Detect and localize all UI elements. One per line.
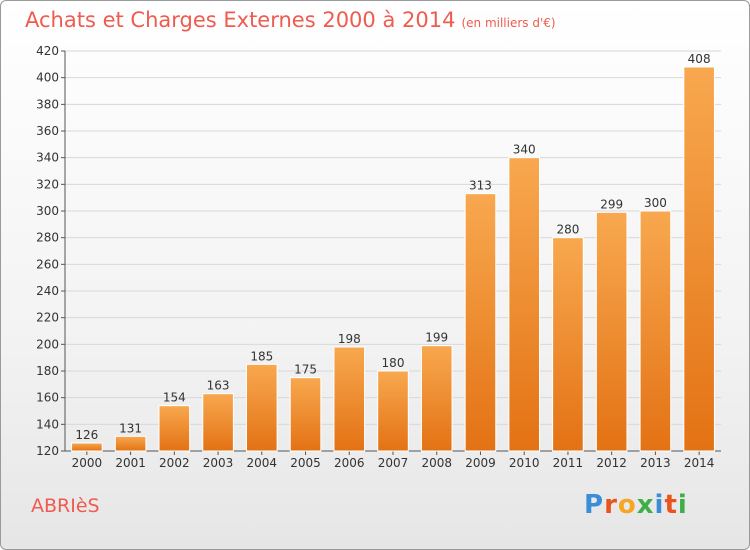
data-label: 199 xyxy=(425,331,448,345)
y-tick-label: 160 xyxy=(36,391,59,405)
x-tick-label: 2012 xyxy=(596,456,627,470)
proxiti-logo: Proxiti xyxy=(584,490,688,520)
x-tick-label: 2011 xyxy=(553,456,584,470)
x-tick-label: 2001 xyxy=(115,456,146,470)
logo-letter: o xyxy=(617,490,637,520)
logo-letter: i xyxy=(677,490,688,520)
y-tick-label: 220 xyxy=(36,311,59,325)
axes: 120 140 160 180 200 220 240 260 280 300 320 340 360 3… xyxy=(36,44,721,470)
x-tick-label: 2004 xyxy=(247,456,278,470)
y-tick-label: 400 xyxy=(36,71,59,85)
y-tick-label: 120 xyxy=(36,444,59,458)
bar xyxy=(114,435,147,452)
data-label: 131 xyxy=(119,421,142,435)
bar xyxy=(245,363,278,452)
logo-letter: P xyxy=(584,490,605,520)
bar xyxy=(202,393,234,452)
data-label: 185 xyxy=(250,349,273,363)
bar xyxy=(333,346,366,452)
y-tick-label: 260 xyxy=(36,257,59,271)
bar xyxy=(71,442,103,452)
x-tick-label: 2002 xyxy=(159,456,190,470)
logo-letter: t xyxy=(664,490,678,520)
data-label: 126 xyxy=(75,428,98,442)
data-label: 408 xyxy=(688,52,711,66)
data-label: 280 xyxy=(556,223,579,237)
data-label: 313 xyxy=(469,179,492,193)
y-tick-label: 340 xyxy=(36,151,59,165)
y-tick-label: 180 xyxy=(36,364,59,378)
bars xyxy=(71,66,715,452)
x-tick-label: 2006 xyxy=(334,456,365,470)
logo-letter: i xyxy=(654,490,665,520)
y-tick-label: 140 xyxy=(36,417,59,431)
data-label: 154 xyxy=(163,391,186,405)
y-tick-label: 380 xyxy=(36,97,59,111)
x-tick-label: 2010 xyxy=(509,456,540,470)
x-tick-label: 2009 xyxy=(465,456,496,470)
logo-letter: r xyxy=(604,490,618,520)
y-tick-label: 240 xyxy=(36,284,59,298)
logo-letter: x xyxy=(636,490,655,520)
x-tick-label: 2000 xyxy=(72,456,103,470)
y-tick-label: 420 xyxy=(36,44,59,58)
bar xyxy=(508,157,541,452)
bar xyxy=(552,237,584,452)
bar xyxy=(377,370,409,452)
y-tick-label: 300 xyxy=(36,204,59,218)
chart-title-text: Achats et Charges Externes 2000 à 2014 xyxy=(25,8,456,32)
bar xyxy=(158,405,191,452)
commune-name: ABRIèS xyxy=(31,495,100,517)
data-label: 163 xyxy=(207,379,230,393)
y-tick-label: 280 xyxy=(36,231,59,245)
chart-title: Achats et Charges Externes 2000 à 2014 (e… xyxy=(25,8,556,32)
data-label: 340 xyxy=(513,143,536,157)
chart-unit-label: (en milliers d'€) xyxy=(461,16,556,30)
data-label: 299 xyxy=(600,197,623,211)
y-tick-label: 200 xyxy=(36,337,59,351)
bar xyxy=(464,193,497,452)
x-tick-label: 2014 xyxy=(684,456,715,470)
y-tick-label: 320 xyxy=(36,177,59,191)
bar xyxy=(289,377,322,452)
data-label: 300 xyxy=(644,196,667,210)
data-label: 175 xyxy=(294,363,317,377)
x-tick-label: 2008 xyxy=(421,456,452,470)
bar xyxy=(639,210,672,452)
bar xyxy=(420,345,453,452)
x-tick-label: 2005 xyxy=(290,456,321,470)
data-label: 198 xyxy=(338,332,361,346)
labels: 126 131 154 163 185 175 198 180 199 313 340 280 299 3… xyxy=(75,52,710,442)
bar xyxy=(683,66,715,452)
y-tick-label: 360 xyxy=(36,124,59,138)
x-tick-label: 2003 xyxy=(203,456,234,470)
x-tick-label: 2013 xyxy=(640,456,671,470)
bar xyxy=(595,211,628,452)
x-tick-label: 2007 xyxy=(378,456,409,470)
data-label: 180 xyxy=(382,356,405,370)
